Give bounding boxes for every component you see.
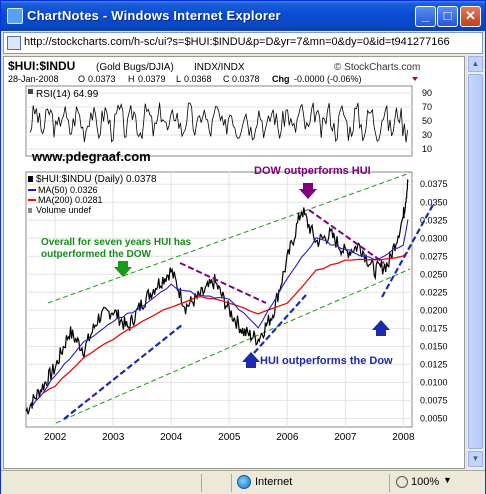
address-bar[interactable]: http://stockcharts.com/h-sc/ui?s=$HUI:$I… bbox=[3, 32, 483, 54]
x-tick-label: 2003 bbox=[102, 432, 125, 443]
scroll-down-arrow-icon[interactable]: ▼ bbox=[468, 451, 483, 467]
legend-volume: Volume undef bbox=[36, 205, 92, 215]
y-tick-label: 0.0125 bbox=[420, 359, 448, 369]
y-tick-label: 0.0100 bbox=[420, 377, 448, 387]
page-content: $HUI:$INDU (Gold Bugs/DJIA) INDX/INDX © … bbox=[3, 56, 465, 469]
hui-annotation: HUI outperforms the Dow bbox=[260, 355, 393, 367]
y-tick-label: 0.0200 bbox=[420, 305, 448, 315]
high-value: 0.0379 bbox=[138, 74, 166, 84]
rsi-line bbox=[29, 102, 408, 143]
purple-downtrend-2006 bbox=[308, 209, 385, 264]
upper-channel-line bbox=[47, 172, 411, 304]
down-arrow-icon-green bbox=[114, 261, 132, 277]
rsi-level-label: 10 bbox=[422, 144, 432, 154]
ma200-series-line bbox=[43, 251, 409, 394]
rsi-level-label: 90 bbox=[422, 88, 432, 98]
y-tick-label: 0.0375 bbox=[420, 179, 448, 189]
blue-uptrend-2002 bbox=[63, 324, 183, 420]
y-tick-label: 0.0175 bbox=[420, 323, 448, 333]
maximize-button[interactable]: □ bbox=[437, 6, 458, 27]
rsi-legend-icon bbox=[28, 89, 33, 94]
x-tick-label: 2008 bbox=[392, 432, 415, 443]
x-tick-label: 2005 bbox=[218, 432, 241, 443]
chart-exchange: INDX/INDX bbox=[194, 62, 245, 73]
x-tick-label: 2007 bbox=[334, 432, 357, 443]
close-value: 0.0378 bbox=[232, 74, 260, 84]
scroll-up-arrow-icon[interactable]: ▲ bbox=[468, 56, 483, 72]
scroll-thumb[interactable] bbox=[468, 74, 483, 449]
rsi-level-label: 30 bbox=[422, 130, 432, 140]
dow-annotation: DOW outperforms HUI bbox=[254, 165, 371, 177]
open-label: O bbox=[78, 74, 85, 84]
x-tick-label: 2004 bbox=[160, 432, 183, 443]
chart-name: (Gold Bugs/DJIA) bbox=[96, 62, 174, 73]
change-down-icon bbox=[412, 77, 418, 81]
y-tick-label: 0.0325 bbox=[420, 215, 448, 225]
y-tick-label: 0.0350 bbox=[420, 197, 448, 207]
y-tick-label: 0.0150 bbox=[420, 341, 448, 351]
legend-ma200: MA(200) 0.0281 bbox=[38, 195, 103, 205]
rsi-label: RSI(14) 64.99 bbox=[36, 89, 99, 100]
rsi-level-label: 70 bbox=[422, 102, 432, 112]
y-tick-label: 0.0225 bbox=[420, 287, 448, 297]
x-tick-label: 2002 bbox=[44, 432, 67, 443]
title-bar[interactable]: ChartNotes - Windows Internet Explorer _… bbox=[1, 1, 485, 31]
close-button[interactable]: ✕ bbox=[460, 6, 481, 27]
lower-channel-line bbox=[55, 268, 411, 424]
high-label: H bbox=[128, 74, 135, 84]
ie-icon bbox=[7, 8, 23, 24]
blue-uptrend-2005 bbox=[253, 294, 307, 354]
window-title: ChartNotes - Windows Internet Explorer bbox=[27, 8, 281, 23]
y-tick-label: 0.0050 bbox=[420, 413, 448, 423]
y-tick-label: 0.0300 bbox=[420, 233, 448, 243]
address-url[interactable]: http://stockcharts.com/h-sc/ui?s=$HUI:$I… bbox=[24, 36, 450, 48]
zoom-dropdown-icon[interactable]: ▼ bbox=[443, 475, 452, 485]
status-bar: Internet 100% ▼ bbox=[1, 470, 485, 494]
y-tick-label: 0.0250 bbox=[420, 269, 448, 279]
legend-ma50: MA(50) 0.0326 bbox=[38, 185, 98, 195]
ma50-series-line bbox=[31, 219, 409, 408]
price-legend-icon bbox=[28, 176, 33, 182]
page-icon bbox=[7, 36, 21, 50]
open-value: 0.0373 bbox=[88, 74, 116, 84]
change-label: Chg bbox=[272, 74, 290, 84]
chart-symbol: $HUI:$INDU bbox=[8, 59, 75, 73]
overall-annotation-line1: Overall for seven years HUI has bbox=[41, 237, 192, 248]
purple-downtrend-2004 bbox=[179, 262, 267, 304]
x-tick-label: 2006 bbox=[276, 432, 299, 443]
security-zone-label: Internet bbox=[255, 476, 293, 488]
chart-image: $HUI:$INDU (Gold Bugs/DJIA) INDX/INDX © … bbox=[8, 59, 448, 443]
y-tick-label: 0.0275 bbox=[420, 251, 448, 261]
up-arrow-icon-blue-2005 bbox=[242, 352, 260, 368]
legend-main: $HUI:$INDU (Daily) 0.0378 bbox=[36, 174, 157, 185]
volume-legend-icon bbox=[28, 208, 32, 213]
close-label: C bbox=[223, 74, 230, 84]
watermark-text: www.pdegraaf.com bbox=[31, 149, 151, 164]
zoom-level[interactable]: 100% bbox=[411, 476, 440, 488]
rsi-level-label: 50 bbox=[422, 116, 432, 126]
low-value: 0.0368 bbox=[184, 74, 212, 84]
vertical-scrollbar[interactable]: ▲ ▼ bbox=[466, 56, 483, 469]
overall-annotation-line2: outperformed the DOW bbox=[41, 249, 152, 260]
internet-zone-icon bbox=[237, 475, 251, 489]
y-tick-label: 0.0075 bbox=[420, 395, 448, 405]
low-label: L bbox=[176, 74, 181, 84]
minimize-button[interactable]: _ bbox=[415, 6, 436, 27]
chart-date: 28-Jan-2008 bbox=[8, 74, 59, 84]
stockcharts-logo: © StockCharts.com bbox=[334, 62, 420, 73]
change-value: -0.0000 (-0.06%) bbox=[294, 74, 362, 84]
down-arrow-icon-purple bbox=[299, 183, 317, 199]
up-arrow-icon-blue-2007 bbox=[372, 320, 390, 336]
zoom-icon[interactable] bbox=[396, 476, 408, 488]
